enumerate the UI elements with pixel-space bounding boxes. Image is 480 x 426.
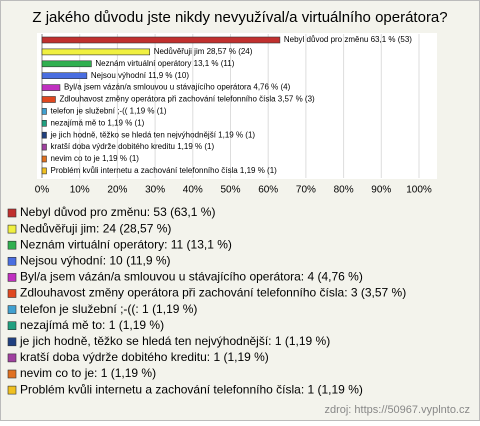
bar xyxy=(41,131,47,139)
x-tick-label: 10% xyxy=(70,185,90,196)
bar-label: Nedůvěřuji jim 28,57 % (24) xyxy=(154,47,253,56)
bar-label: nezajímá mě to 1,19 % (1) xyxy=(50,118,144,127)
legend-swatch xyxy=(7,337,17,347)
legend-label: je jich hodně, těžko se hledá ten nejvýh… xyxy=(19,334,330,348)
bar xyxy=(41,84,61,91)
legend-label: kratší doba výdrže dobitého kreditu: 1 (… xyxy=(20,350,269,364)
bar-label: Byl/a jsem vázán/a smlouvou u stávajícíh… xyxy=(64,83,291,92)
bar xyxy=(41,72,88,79)
bar-label: je jich hodně, těžko se hledá ten nejvýh… xyxy=(49,130,255,139)
bar-label: kratší doba výdrže dobitého kreditu 1,19… xyxy=(50,142,214,151)
bar-label: Nebyl důvod pro změnu 63,1 % (53) xyxy=(284,35,412,44)
legend-label: Nebyl důvod pro změnu: 53 (63,1 %) xyxy=(20,205,215,219)
bar-label: nevim co to je 1,19 % (1) xyxy=(50,154,139,163)
x-tick-label: 100% xyxy=(406,185,432,196)
x-tick-label: 60% xyxy=(258,185,278,196)
bar-label: telefon je služební ;-(( 1,19 % (1) xyxy=(50,107,166,116)
legend-label: Nejsou výhodní: 10 (11,9 %) xyxy=(20,253,171,267)
bar xyxy=(41,36,281,44)
legend-label: nezajímá mě to: 1 (1,19 %) xyxy=(20,318,164,332)
x-tick-label: 0% xyxy=(35,185,50,196)
x-tick-label: 70% xyxy=(296,185,316,196)
x-tick-label: 90% xyxy=(371,185,391,196)
bar xyxy=(41,96,56,103)
legend-swatch xyxy=(7,305,17,314)
legend-swatch xyxy=(7,273,17,282)
source: zdroj: https://50967.vyplnto.cz xyxy=(324,404,470,416)
legend-swatch xyxy=(7,321,17,331)
legend-swatch xyxy=(7,369,17,379)
bar xyxy=(41,120,47,127)
plot-area xyxy=(37,33,437,179)
legend-swatch xyxy=(7,240,17,250)
legend-label: Nedůvěřuji jim: 24 (28,57 %) xyxy=(20,221,171,235)
bar xyxy=(41,143,47,151)
legend-swatch xyxy=(7,208,17,218)
legend-swatch xyxy=(7,289,17,298)
legend-label: Zdlouhavost změny operátora při zachován… xyxy=(20,286,406,300)
bar-label: Neznám virtuální operátory 13,1 % (11) xyxy=(95,59,234,68)
chart-title: Z jakého důvodu jste nikdy nevyužíval/a … xyxy=(32,9,447,26)
bar-label: Problém kvůli internetu a zachování tele… xyxy=(50,166,277,175)
bar xyxy=(41,48,151,56)
legend-label: telefon je služební ;-((: 1 (1,19 %) xyxy=(20,302,197,316)
legend-label: Neznám virtuální operátory: 11 (13,1 %) xyxy=(20,237,232,251)
bar xyxy=(41,108,47,115)
legend-swatch xyxy=(7,256,17,266)
bar xyxy=(41,60,92,68)
bar xyxy=(41,167,47,175)
legend-swatch xyxy=(7,353,17,363)
bar-label: Nejsou výhodní 11,9 % (10) xyxy=(91,71,189,80)
legend-swatch xyxy=(7,385,17,395)
legend-label: Problém kvůli internetu a zachování tele… xyxy=(20,382,363,396)
x-tick-label: 20% xyxy=(107,185,127,196)
legend-swatch xyxy=(7,224,17,234)
x-tick-label: 50% xyxy=(220,185,240,196)
bar-label: Zdlouhavost změny operátora při zachován… xyxy=(59,95,315,104)
x-tick-label: 80% xyxy=(334,185,354,196)
legend-label: Byl/a jsem vázán/a smlouvou u stávajícíh… xyxy=(20,270,363,284)
bar xyxy=(41,155,47,163)
legend-label: nevim co to je: 1 (1,19 %) xyxy=(20,366,156,380)
x-tick-label: 40% xyxy=(183,185,203,196)
x-tick-label: 30% xyxy=(145,185,165,196)
